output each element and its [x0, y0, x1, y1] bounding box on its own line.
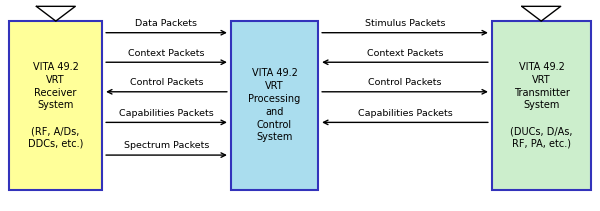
Text: Control Packets: Control Packets — [368, 78, 442, 87]
Bar — [9, 21, 102, 190]
Text: VITA 49.2
VRT
Processing
and
Control
System: VITA 49.2 VRT Processing and Control Sys… — [248, 69, 301, 142]
Text: Context Packets: Context Packets — [128, 49, 205, 58]
Text: Capabilities Packets: Capabilities Packets — [358, 109, 452, 118]
Text: Stimulus Packets: Stimulus Packets — [365, 19, 445, 28]
Bar — [231, 21, 318, 190]
Text: Spectrum Packets: Spectrum Packets — [124, 141, 209, 150]
Text: Data Packets: Data Packets — [136, 19, 197, 28]
Text: VITA 49.2
VRT
Receiver
System

(RF, A/Ds,
DDCs, etc.): VITA 49.2 VRT Receiver System (RF, A/Ds,… — [28, 62, 83, 149]
Text: Capabilities Packets: Capabilities Packets — [119, 109, 214, 118]
Bar — [492, 21, 591, 190]
Text: Context Packets: Context Packets — [367, 49, 443, 58]
Text: Control Packets: Control Packets — [130, 78, 203, 87]
Text: VITA 49.2
VRT
Transmitter
System

(DUCs, D/As,
RF, PA, etc.): VITA 49.2 VRT Transmitter System (DUCs, … — [510, 62, 573, 149]
